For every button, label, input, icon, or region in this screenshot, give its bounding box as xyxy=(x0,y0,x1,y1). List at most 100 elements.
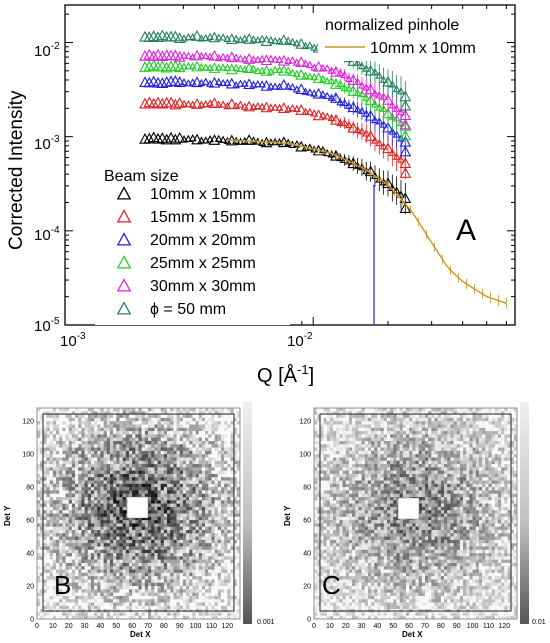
heatmap-cell xyxy=(186,520,190,524)
heatmap-cell xyxy=(52,421,57,425)
heatmap-cell xyxy=(233,576,238,580)
heatmap-cell xyxy=(113,576,117,580)
heatmap-cell xyxy=(144,602,149,607)
heatmap-cell xyxy=(214,408,219,412)
heatmap-cell xyxy=(87,487,92,491)
heatmap-cell xyxy=(214,572,219,577)
heatmap-cell xyxy=(100,582,104,587)
data-point xyxy=(236,54,245,62)
heatmap-cell xyxy=(205,464,209,468)
data-point xyxy=(191,133,203,145)
heatmap-cell xyxy=(128,589,133,593)
heatmap-cell xyxy=(135,549,139,554)
heatmap-cell xyxy=(40,586,44,590)
heatmap-cell xyxy=(94,431,98,435)
heatmap-cell xyxy=(56,559,60,564)
heatmap-cell xyxy=(144,444,149,448)
heatmap-cell xyxy=(78,454,82,458)
heatmap-cell xyxy=(167,612,171,617)
heatmap-cell xyxy=(138,437,142,442)
heatmap-cell xyxy=(195,411,200,415)
heatmap-cell xyxy=(94,526,98,531)
heatmap-cell xyxy=(40,609,44,613)
heatmap-cell xyxy=(208,612,212,617)
heatmap-cell xyxy=(211,595,215,600)
heatmap-cell xyxy=(186,460,190,465)
heatmap-cell xyxy=(157,490,162,495)
heatmap-cell xyxy=(192,503,196,508)
heatmap-cell xyxy=(97,506,101,511)
heatmap-cell xyxy=(144,437,149,442)
data-point xyxy=(295,37,308,49)
heatmap-cell xyxy=(125,450,130,455)
heatmap-cell xyxy=(170,464,174,468)
heatmap-cell xyxy=(116,421,120,425)
heatmap-cell xyxy=(109,411,114,415)
heatmap-cell xyxy=(52,529,57,534)
heatmap-cell xyxy=(227,533,231,537)
heatmap-cell xyxy=(59,513,63,518)
heatmap-cell xyxy=(148,510,152,514)
heatmap-cell xyxy=(320,533,324,537)
heatmap-cell xyxy=(154,582,158,587)
heatmap-cell xyxy=(154,556,158,560)
heatmap-cell xyxy=(125,605,130,610)
heatmap-cell xyxy=(208,437,212,442)
heatmap-cell xyxy=(148,414,152,419)
heatmap-cell xyxy=(43,533,47,537)
heatmap-cell xyxy=(198,602,203,607)
heatmap-cell xyxy=(205,513,209,518)
heatmap-cell xyxy=(227,473,231,478)
data-point xyxy=(301,71,310,79)
heatmap-cell xyxy=(90,513,95,518)
heatmap-cell xyxy=(224,549,228,554)
heatmap-cell xyxy=(56,408,60,412)
heatmap-cell xyxy=(40,447,44,452)
heatmap-cell xyxy=(75,493,79,498)
heatmap-cell xyxy=(201,539,206,544)
heatmap-cell xyxy=(227,556,231,560)
heatmap-cell xyxy=(106,510,111,514)
heatmap-cell xyxy=(211,556,215,560)
heatmap-cell xyxy=(154,414,158,419)
heatmap-cell xyxy=(167,605,171,610)
heatmap-cell xyxy=(163,599,168,603)
heatmap-cell xyxy=(176,506,181,511)
heatmap-cell xyxy=(173,516,177,521)
heatmap-cell xyxy=(176,615,181,619)
data-point xyxy=(353,77,362,85)
heatmap-cell xyxy=(119,417,123,422)
heatmap-cell xyxy=(211,460,215,465)
heatmap-cell xyxy=(320,490,324,495)
heatmap-cell xyxy=(75,553,79,557)
heatmap-cell xyxy=(211,473,215,478)
heatmap-cell xyxy=(46,447,50,452)
heatmap-cell xyxy=(97,533,101,537)
heatmap-cell xyxy=(217,529,222,534)
heatmap-cell xyxy=(46,431,50,435)
heatmap-cell xyxy=(119,553,123,557)
heatmap-cell xyxy=(43,546,47,551)
heatmap-cell xyxy=(65,602,70,607)
heatmap-cell xyxy=(37,417,41,422)
heatmap-cell xyxy=(46,556,50,560)
heatmap-cell xyxy=(186,526,190,531)
heatmap-cell xyxy=(144,520,149,524)
heatmap-cell xyxy=(320,467,324,471)
heatmap-cell xyxy=(56,464,60,468)
heatmap-cell xyxy=(138,549,142,554)
heatmap-cell xyxy=(170,559,174,564)
heatmap-cell xyxy=(97,427,101,432)
heatmap-cell xyxy=(56,487,60,491)
heatmap-cell xyxy=(100,437,104,442)
heatmap-cell xyxy=(167,467,171,471)
heatmap-cell xyxy=(52,467,57,471)
heatmap-cell xyxy=(320,477,324,481)
heatmap-cell xyxy=(227,549,231,554)
heatmap-cell xyxy=(81,539,85,544)
heatmap-cell xyxy=(135,546,139,551)
heatmap-cell xyxy=(68,460,73,465)
heatmap-cell xyxy=(109,529,114,534)
heatmap-cell xyxy=(189,513,193,518)
data-point xyxy=(201,77,210,85)
